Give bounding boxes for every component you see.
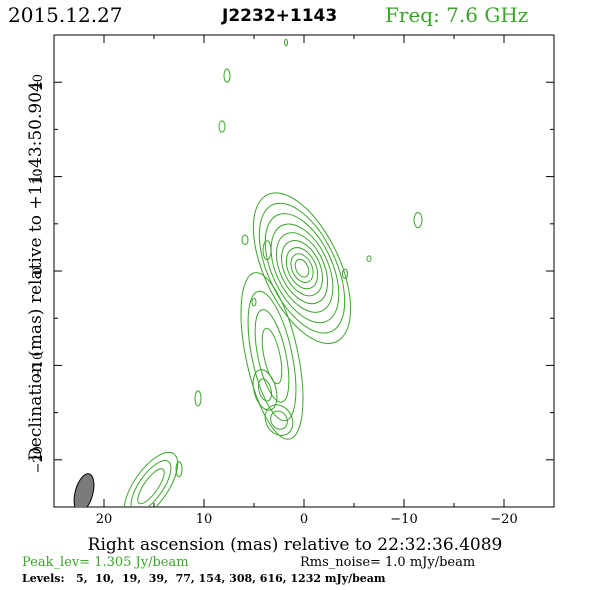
y-tick-label: 0 [31, 267, 46, 275]
contour-level-4 [281, 240, 323, 297]
x-tick-label: 0 [300, 512, 308, 527]
axis-ticks [53, 34, 555, 508]
observation-date: 2015.12.27 [8, 3, 123, 27]
y-tick-label: 10 [31, 168, 46, 185]
knot-contours [241, 234, 249, 246]
contour-level-2 [290, 253, 314, 283]
contour-level-1 [251, 297, 257, 307]
contour-level-8 [258, 202, 346, 334]
y-tick-label: −10 [31, 352, 46, 379]
contour-level-4 [240, 272, 304, 440]
contour-level-1 [262, 240, 272, 261]
knot-contours [366, 255, 372, 263]
core-contours [252, 192, 352, 344]
contour-level-1 [137, 468, 165, 505]
contour-level-1 [258, 378, 272, 402]
contour-level-1 [261, 327, 283, 385]
contour-level-1 [366, 255, 372, 263]
contour-level-3 [285, 247, 319, 290]
source-name: J2232+1143 [221, 6, 337, 26]
contour-level-2 [252, 369, 278, 411]
contour-level-1 [194, 390, 202, 407]
jet-contours [240, 272, 304, 440]
contour-level-1 [284, 38, 288, 47]
contour-level-1 [218, 120, 226, 133]
contour-level-3 [123, 451, 179, 507]
knot-contours [413, 211, 423, 229]
knot-contours [262, 240, 272, 261]
x-tick-label: 20 [96, 512, 113, 527]
contour-level-1 [413, 211, 423, 229]
x-tick-label: −10 [390, 512, 417, 527]
contour-level-5 [275, 232, 329, 305]
contour-level-6 [270, 223, 334, 313]
knot-contours [264, 404, 294, 436]
contour-level-1 [342, 268, 348, 280]
contour-level-2 [254, 309, 290, 403]
contour-level-1 [175, 461, 183, 478]
contour-level-7 [264, 213, 340, 324]
beam-ellipse [73, 473, 95, 507]
x-tick-label: −20 [490, 512, 517, 527]
knot-contours [175, 461, 183, 478]
knot-contours [218, 120, 226, 133]
peak-level-label: Peak_lev= 1.305 Jy/beam [22, 555, 189, 570]
contour-layer [73, 38, 423, 507]
contour-levels-label: Levels: 5, 10, 19, 39, 77, 154, 308, 616… [22, 572, 386, 585]
x-axis-label: Right ascension (mas) relative to 22:32:… [88, 535, 503, 555]
contour-level-2 [130, 460, 172, 507]
knot-contours [194, 390, 202, 407]
contour-level-1 [223, 68, 231, 83]
y-tick-label: 20 [31, 74, 46, 91]
contour-level-2 [264, 404, 294, 436]
knot-contours [252, 369, 278, 411]
contour-level-1 [241, 234, 249, 246]
plot-frame [53, 34, 555, 508]
y-tick-labels: 20 10 0 −10 −20 [31, 74, 46, 474]
rms-noise-label: Rms_noise= 1.0 mJy/beam [300, 555, 475, 570]
y-tick-label: −20 [31, 446, 46, 473]
y-axis-label: Declination (mas) relative to +11:43:50.… [26, 81, 46, 461]
x-tick-labels: 20 10 0 −10 −20 [96, 512, 518, 527]
frequency-label: Freq: 7.6 GHz [385, 3, 528, 27]
knot-contours [223, 68, 231, 83]
contour-level-3 [247, 290, 297, 422]
knot-contours [284, 38, 288, 47]
knot-contours [342, 268, 348, 280]
x-tick-label: 10 [196, 512, 213, 527]
contour-level-1 [294, 258, 310, 278]
contour-level-9 [252, 192, 352, 344]
knot-contours [251, 297, 257, 307]
contour-level-1 [270, 410, 288, 430]
knot-contours [123, 451, 179, 507]
